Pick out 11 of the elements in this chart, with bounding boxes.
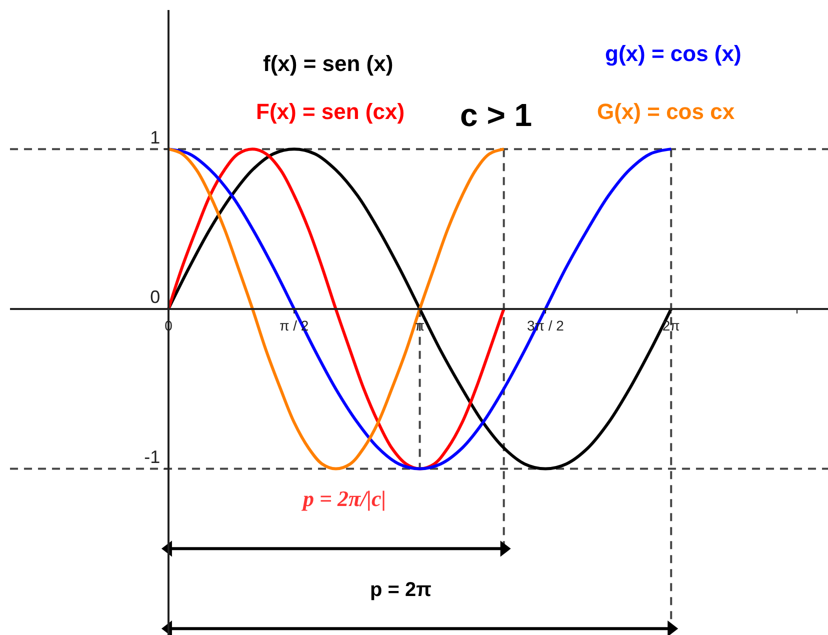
- text: G(x) = cos cx: [597, 99, 736, 124]
- y-tick-label: 1: [150, 127, 160, 148]
- annotation: p = 2π: [370, 579, 432, 601]
- annotation: p = 2π/|c|: [301, 486, 386, 511]
- text: g(x) = cos (x): [605, 41, 742, 66]
- y-tick-label: -1: [144, 447, 160, 468]
- text: f(x) = sen (x): [263, 51, 394, 76]
- x-tick-label: 2π: [662, 317, 680, 334]
- series-label: F(x) = sen (cx): [256, 99, 405, 124]
- annotation: c > 1: [460, 97, 532, 133]
- y-tick-label: 0: [150, 287, 160, 308]
